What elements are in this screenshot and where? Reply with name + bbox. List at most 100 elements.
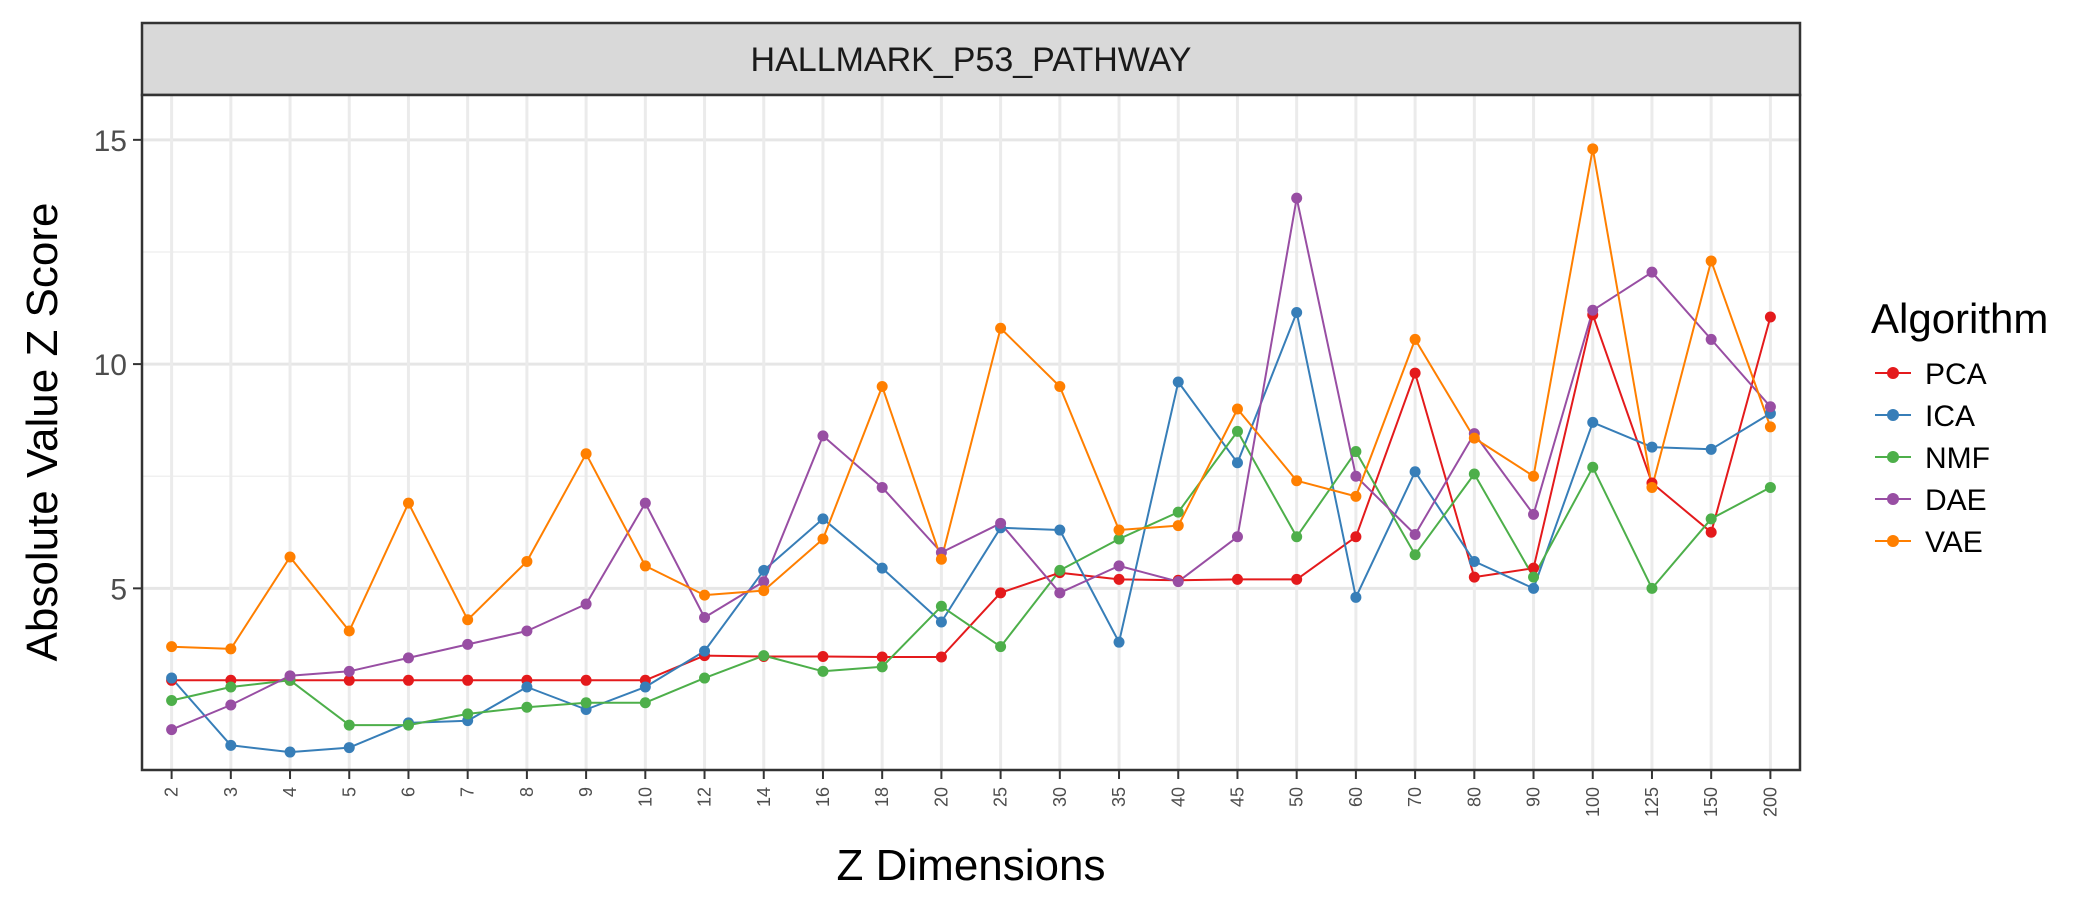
plot-border — [140, 93, 1802, 772]
data-point-ica — [876, 562, 888, 574]
data-point-nmf — [1113, 533, 1125, 545]
x-tick-label: 9 — [576, 787, 596, 797]
data-point-nmf — [1231, 425, 1243, 437]
legend-item-dae: DAE — [1875, 484, 1987, 517]
data-point-dae — [1646, 266, 1658, 278]
data-point-dae — [1705, 333, 1717, 345]
legend-item-nmf: NMF — [1875, 442, 1990, 475]
data-point-nmf — [876, 661, 888, 673]
x-tick-label: 150 — [1701, 787, 1721, 817]
data-point-nmf — [1764, 481, 1776, 493]
data-point-ica — [1113, 636, 1125, 648]
data-point-ica — [699, 645, 711, 657]
data-point-nmf — [521, 701, 533, 713]
legend-label: DAE — [1925, 484, 1987, 517]
data-point-vae — [639, 560, 651, 572]
data-point-nmf — [462, 708, 474, 720]
data-point-vae — [1350, 490, 1362, 502]
data-point-vae — [166, 641, 178, 653]
legend-key-point — [1887, 451, 1899, 463]
data-point-pca — [1113, 573, 1125, 585]
data-point-ica — [521, 681, 533, 693]
data-point-nmf — [166, 694, 178, 706]
legend-key-point — [1887, 367, 1899, 379]
x-tick-label: 3 — [221, 787, 241, 797]
data-point-pca — [343, 674, 355, 686]
panel-strip — [140, 21, 1802, 97]
legend-key-point — [1887, 409, 1899, 421]
data-point-pca — [1764, 311, 1776, 323]
data-point-ica — [1350, 591, 1362, 603]
x-tick-label: 5 — [339, 787, 359, 797]
data-point-ica — [1587, 416, 1599, 428]
data-point-ica — [1646, 441, 1658, 453]
data-point-vae — [1054, 381, 1066, 393]
data-point-dae — [1587, 304, 1599, 316]
x-tick-label: 8 — [517, 787, 537, 797]
data-point-pca — [580, 674, 592, 686]
data-point-ica — [1172, 376, 1184, 388]
legend-key-point — [1887, 535, 1899, 547]
data-point-nmf — [1350, 446, 1362, 458]
data-point-vae — [1468, 432, 1480, 444]
series-line-dae — [171, 197, 1772, 731]
x-tick-label: 70 — [1405, 787, 1425, 807]
x-tick-label: 60 — [1346, 787, 1366, 807]
data-point-vae — [1587, 143, 1599, 155]
data-point-vae — [1291, 475, 1303, 487]
data-point-nmf — [935, 600, 947, 612]
y-tick-label: 10 — [94, 349, 127, 382]
series-line-pca — [171, 313, 1772, 682]
data-point-dae — [462, 638, 474, 650]
data-point-vae — [1409, 333, 1421, 345]
y-axis: 5 10 15 — [94, 125, 142, 606]
data-point-nmf — [1528, 571, 1540, 583]
data-point-dae — [995, 517, 1007, 529]
data-point-dae — [1350, 470, 1362, 482]
x-tick-label: 100 — [1583, 787, 1603, 817]
legend-key-point — [1887, 493, 1899, 505]
legend-label: NMF — [1925, 442, 1990, 475]
data-point-ica — [1054, 524, 1066, 536]
data-point-ica — [935, 616, 947, 628]
x-tick-label: 16 — [813, 787, 833, 807]
data-point-nmf — [639, 697, 651, 709]
data-point-nmf — [1291, 531, 1303, 543]
data-point-vae — [1172, 520, 1184, 532]
data-point-pca — [1350, 531, 1362, 543]
x-axis: 2 3 4 5 6 7 8 9 10 12 14 16 18 20 25 30 35 40 45 50 60 70 80 90… — [162, 770, 1780, 817]
data-point-dae — [699, 612, 711, 624]
data-point-nmf — [1468, 468, 1480, 480]
data-point-nmf — [343, 719, 355, 731]
data-point-vae — [1528, 470, 1540, 482]
data-point-pca — [1291, 573, 1303, 585]
x-tick-label: 2 — [162, 787, 182, 797]
data-point-dae — [1764, 401, 1776, 413]
data-point-nmf — [402, 719, 414, 731]
data-point-vae — [1646, 481, 1658, 493]
x-tick-label: 35 — [1109, 787, 1129, 807]
legend-title: Algorithm — [1871, 295, 2048, 342]
data-point-dae — [166, 724, 178, 736]
data-point-vae — [462, 614, 474, 626]
x-tick-label: 30 — [1050, 787, 1070, 807]
data-point-vae — [580, 448, 592, 460]
data-point-nmf — [995, 641, 1007, 653]
data-point-ica — [343, 742, 355, 754]
x-tick-label: 10 — [635, 787, 655, 807]
data-point-nmf — [225, 681, 237, 693]
x-tick-label: 18 — [872, 787, 892, 807]
data-point-dae — [1291, 192, 1303, 204]
data-point-ica — [166, 672, 178, 684]
data-point-ica — [817, 513, 829, 525]
plot-panel — [142, 95, 1800, 770]
series-line-ica — [170, 311, 1771, 754]
x-tick-label: 4 — [280, 787, 300, 797]
data-point-dae — [876, 481, 888, 493]
data-point-dae — [1054, 587, 1066, 599]
data-point-ica — [1231, 457, 1243, 469]
series-line-nmf — [171, 430, 1771, 727]
data-point-vae — [402, 497, 414, 509]
